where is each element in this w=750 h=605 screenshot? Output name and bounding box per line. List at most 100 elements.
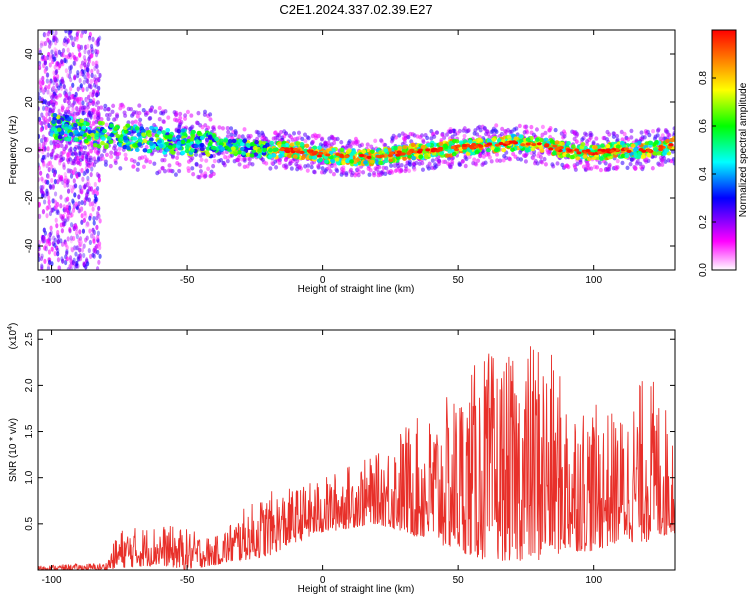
heatmap-cell bbox=[193, 152, 198, 157]
heatmap-cell bbox=[462, 133, 467, 139]
x-tick-label: 100 bbox=[585, 575, 602, 586]
heatmap-cell bbox=[421, 139, 426, 145]
heatmap-cell bbox=[61, 258, 65, 264]
heatmap-cell bbox=[623, 147, 629, 151]
heatmap-cell bbox=[38, 213, 42, 219]
heatmap-cell bbox=[669, 137, 675, 143]
heatmap-cell bbox=[300, 136, 305, 142]
heatmap-cell bbox=[83, 74, 87, 80]
heatmap-cell bbox=[607, 162, 612, 168]
heatmap-cell bbox=[137, 121, 142, 126]
heatmap-cell bbox=[174, 112, 179, 118]
heatmap-cell bbox=[48, 236, 52, 242]
heatmap-cell bbox=[41, 146, 45, 152]
heatmap-cell bbox=[67, 100, 72, 105]
heatmap-cell bbox=[543, 162, 548, 167]
heatmap-cell bbox=[94, 60, 98, 66]
heatmap-cell bbox=[592, 145, 598, 150]
heatmap-cell bbox=[639, 165, 644, 170]
heatmap-cell bbox=[576, 151, 582, 155]
heatmap-cell bbox=[233, 149, 238, 155]
heatmap-cell bbox=[632, 147, 638, 152]
heatmap-cell bbox=[229, 132, 234, 137]
heatmap-cell bbox=[77, 254, 82, 260]
heatmap-cell bbox=[99, 116, 104, 122]
heatmap-cell bbox=[581, 164, 586, 169]
heatmap-cell bbox=[491, 137, 497, 142]
snr-panel: -100 -50 0 50 100 0.5 1.0 1.5 2.0 2.5 Height of … bbox=[7, 323, 676, 595]
heatmap-cell bbox=[98, 253, 102, 259]
heatmap-cell bbox=[167, 144, 173, 150]
heatmap-cell bbox=[516, 156, 521, 162]
heatmap-cell bbox=[142, 148, 148, 153]
heatmap-cell bbox=[58, 63, 62, 69]
heatmap-cell bbox=[622, 131, 627, 137]
heatmap-cell bbox=[198, 153, 203, 158]
heatmap-cell bbox=[97, 177, 101, 183]
heatmap-cell bbox=[472, 157, 477, 162]
heatmap-cell bbox=[62, 84, 66, 90]
heatmap-cell bbox=[41, 80, 45, 86]
heatmap-cell bbox=[354, 139, 359, 144]
heatmap-cell bbox=[467, 139, 473, 144]
heatmap-cell bbox=[316, 164, 321, 169]
heatmap-cell bbox=[344, 172, 349, 177]
heatmap-cell bbox=[216, 151, 221, 156]
heatmap-cell bbox=[104, 112, 109, 118]
heatmap-cell bbox=[66, 215, 71, 221]
heatmap-cell bbox=[525, 142, 531, 146]
heatmap-cell bbox=[63, 171, 67, 178]
heatmap-cell bbox=[38, 116, 42, 122]
heatmap-cell bbox=[268, 148, 273, 153]
heatmap-cell bbox=[313, 135, 318, 141]
heatmap-cell bbox=[51, 184, 55, 190]
heatmap-cell bbox=[511, 151, 516, 157]
heatmap-cell bbox=[44, 242, 49, 248]
heatmap-cell bbox=[562, 164, 567, 169]
heatmap-cell bbox=[279, 130, 284, 135]
heatmap-cell bbox=[98, 72, 102, 79]
heatmap-cell bbox=[494, 123, 499, 128]
heatmap-cell bbox=[455, 144, 461, 148]
heatmap-cell bbox=[42, 32, 46, 38]
heatmap-cell bbox=[204, 158, 209, 163]
heatmap-cell bbox=[38, 79, 42, 85]
heatmap-cell bbox=[44, 55, 48, 62]
heatmap-cell bbox=[312, 169, 317, 174]
heatmap-cell bbox=[86, 175, 90, 181]
heatmap-cell bbox=[46, 89, 50, 95]
heatmap-cell bbox=[85, 67, 89, 73]
heatmap-cell bbox=[387, 153, 393, 158]
heatmap-cell bbox=[71, 259, 75, 266]
heatmap-cell bbox=[345, 158, 350, 164]
heatmap-cell bbox=[84, 169, 88, 175]
heatmap-cell bbox=[451, 138, 457, 144]
heatmap-cell bbox=[346, 140, 351, 146]
heatmap-cell bbox=[369, 159, 375, 164]
heatmap-cell bbox=[672, 126, 675, 131]
heatmap-cell bbox=[41, 75, 45, 82]
heatmap-cell bbox=[96, 115, 101, 121]
heatmap-cell bbox=[42, 199, 47, 205]
heatmap-cell bbox=[94, 132, 99, 137]
heatmap-cell bbox=[46, 37, 50, 43]
heatmap-cell bbox=[73, 137, 79, 142]
heatmap-cell bbox=[136, 132, 142, 137]
heatmap-cell bbox=[56, 257, 61, 263]
heatmap-cell bbox=[100, 136, 106, 141]
heatmap-cell bbox=[467, 154, 472, 160]
heatmap-cell bbox=[87, 186, 92, 192]
heatmap-cell bbox=[204, 150, 210, 155]
heatmap-cell bbox=[110, 109, 115, 114]
heatmap-cell bbox=[332, 140, 337, 146]
heatmap-cell bbox=[260, 157, 265, 162]
heatmap-cell bbox=[88, 201, 92, 207]
heatmap-cell bbox=[67, 148, 72, 153]
heatmap-cell bbox=[88, 163, 92, 169]
heatmap-cell bbox=[64, 241, 68, 248]
heatmap-cell bbox=[54, 48, 59, 54]
heatmap-cell bbox=[41, 98, 45, 105]
heatmap-cell bbox=[398, 169, 403, 174]
heatmap-cell bbox=[51, 119, 56, 125]
heatmap-cell bbox=[639, 130, 644, 135]
